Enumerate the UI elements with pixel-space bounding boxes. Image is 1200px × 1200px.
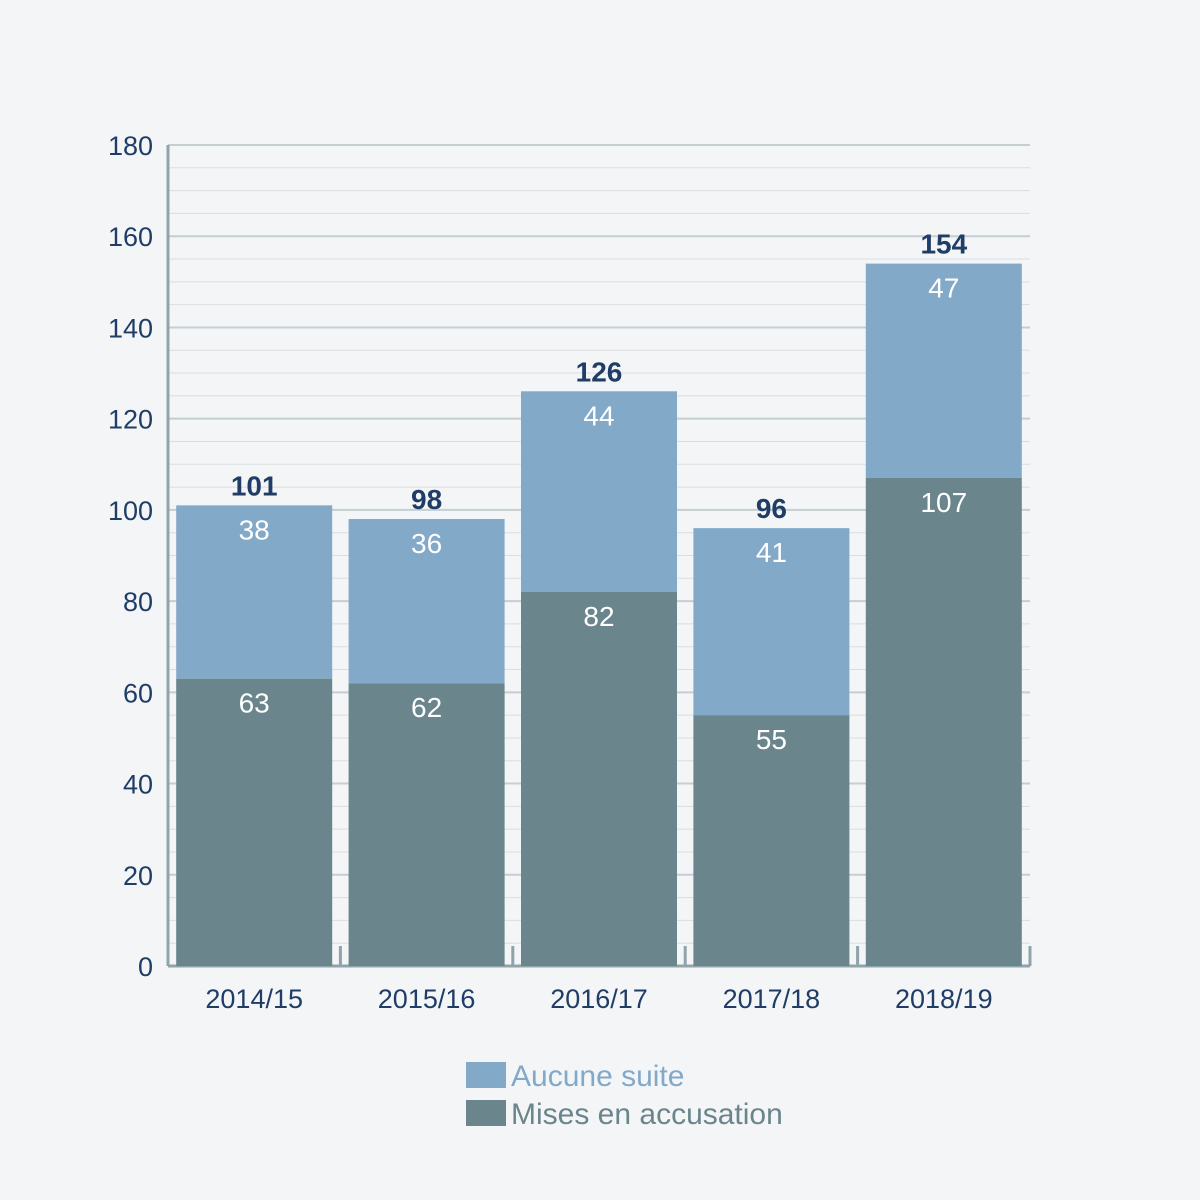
- x-tick-label: 2016/17: [550, 984, 648, 1014]
- total-value-label: 101: [231, 470, 278, 501]
- y-tick-label: 140: [108, 313, 153, 343]
- axes: 0 20 40 60 80 100 120 140 160 180 2014/15 2015/16 20…: [108, 131, 1032, 1014]
- segment-value-label: 41: [756, 537, 787, 568]
- segment-value-label: 55: [756, 724, 787, 755]
- bar-segment-aucune-suite: [176, 505, 333, 679]
- y-tick-label: 160: [108, 222, 153, 252]
- bar-segment-aucune-suite: [521, 391, 677, 592]
- segment-value-label: 38: [239, 514, 270, 545]
- x-tick-label: 2015/16: [378, 984, 476, 1014]
- bar-segment-aucune-suite: [865, 263, 1022, 478]
- bar-segment-aucune-suite: [693, 528, 850, 716]
- x-tick-label: 2018/19: [895, 984, 993, 1014]
- total-value-label: 126: [576, 356, 623, 387]
- legend-label: Mises en accusation: [511, 1098, 783, 1131]
- y-tick-label: 180: [108, 131, 153, 161]
- data-labels: 63 38 101 62 36 98 82 44 126 55 41 96 107 47 154: [231, 229, 968, 756]
- bar-segment-mises-en-accusation: [348, 683, 505, 966]
- y-tick-label: 40: [123, 770, 153, 800]
- segment-value-label: 36: [411, 528, 442, 559]
- y-tick-label: 20: [123, 861, 153, 891]
- x-tick-label: 2014/15: [205, 984, 303, 1014]
- total-value-label: 96: [756, 493, 787, 524]
- bar-segment-mises-en-accusation: [176, 678, 333, 966]
- legend-swatch: [466, 1100, 506, 1126]
- bars: [176, 263, 1022, 966]
- total-value-label: 98: [411, 484, 442, 515]
- bar-segment-mises-en-accusation: [865, 477, 1022, 966]
- segment-value-label: 47: [928, 273, 959, 304]
- y-tick-label: 120: [108, 405, 153, 435]
- y-tick-label: 60: [123, 678, 153, 708]
- total-value-label: 154: [920, 229, 967, 260]
- legend-label: Aucune suite: [511, 1060, 684, 1093]
- segment-value-label: 44: [583, 400, 614, 431]
- bar-segment-mises-en-accusation: [693, 715, 850, 966]
- y-tick-label: 80: [123, 587, 153, 617]
- legend-swatch: [466, 1062, 506, 1088]
- bar-segment-mises-en-accusation: [521, 591, 677, 966]
- legend: Aucune suite Mises en accusation: [466, 1060, 783, 1131]
- segment-value-label: 82: [583, 601, 614, 632]
- y-tick-label: 0: [138, 952, 153, 982]
- x-tick-label: 2017/18: [723, 984, 821, 1014]
- bar-segment-aucune-suite: [348, 519, 505, 684]
- segment-value-label: 63: [239, 688, 270, 719]
- segment-value-label: 62: [411, 692, 442, 723]
- y-tick-label: 100: [108, 496, 153, 526]
- segment-value-label: 107: [920, 487, 967, 518]
